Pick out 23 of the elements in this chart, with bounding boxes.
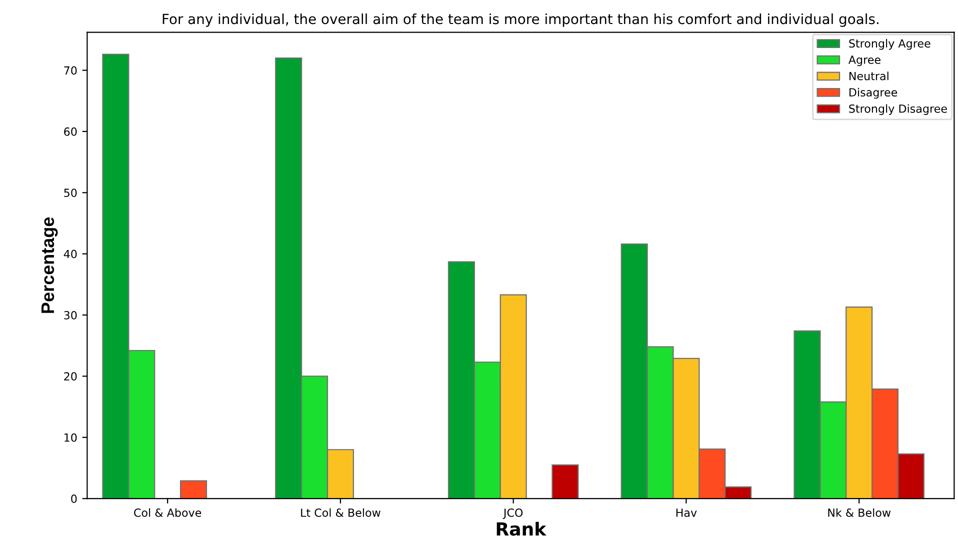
y-tick-label: 40 [64, 250, 77, 258]
chart-title: For any individual, the overall aim of the team is more important than his comfort and individual goals. [162, 13, 878, 27]
legend-label: Disagree [849, 88, 898, 99]
legend-label: Agree [848, 56, 880, 66]
bar [180, 480, 208, 499]
y-tick-label: 50 [64, 188, 77, 198]
y-tick-label: 0 [71, 494, 77, 503]
x-tick-label: Hav [676, 508, 697, 517]
x-axis-title: Rank [496, 522, 546, 536]
y-tick-label: 70 [64, 66, 77, 75]
y-axis-title: Percentage [42, 217, 58, 313]
legend-label: Strongly Agree [849, 39, 930, 50]
legend-label: Strongly Disagree [849, 104, 947, 115]
x-tick-label: Nk & Below [828, 508, 891, 517]
legend-label: Neutral [849, 72, 888, 80]
y-tick-label: 20 [64, 372, 77, 381]
y-tick-label: 60 [64, 127, 77, 136]
x-tick-label: Lt Col & Below [301, 508, 380, 517]
x-tick-label: Col & Above [134, 508, 202, 517]
y-tick-label: 10 [64, 433, 77, 442]
x-tick-label: JCO [502, 508, 523, 519]
y-tick-label: 30 [64, 310, 77, 320]
bar [552, 464, 579, 499]
